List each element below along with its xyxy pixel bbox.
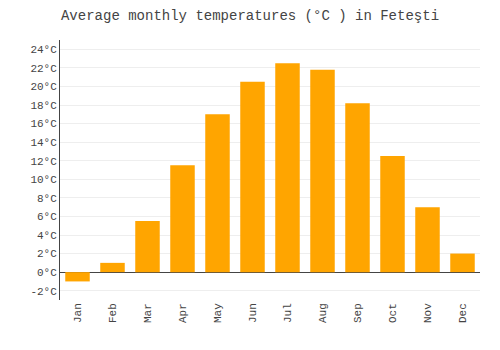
svg-text:22°C: 22°C [30,63,57,75]
svg-text:8°C: 8°C [37,193,57,205]
svg-text:12°C: 12°C [30,156,57,168]
svg-text:2°C: 2°C [37,248,57,260]
svg-text:Sep: Sep [352,303,364,323]
svg-text:Jun: Jun [247,303,259,323]
svg-text:-2°C: -2°C [30,286,57,298]
svg-text:24°C: 24°C [30,44,57,56]
svg-text:Jul: Jul [282,303,294,323]
svg-text:0°C: 0°C [37,267,57,279]
svg-text:Apr: Apr [177,303,189,323]
svg-text:20°C: 20°C [30,81,57,93]
svg-text:14°C: 14°C [30,137,57,149]
svg-text:Average monthly temperatures (: Average monthly temperatures (°C ) in Fe… [61,8,439,24]
svg-text:Dec: Dec [457,303,469,323]
svg-text:4°C: 4°C [37,230,57,242]
svg-text:Oct: Oct [387,303,399,323]
svg-text:Nov: Nov [422,303,434,323]
svg-text:Aug: Aug [317,303,329,323]
svg-text:May: May [212,303,224,323]
svg-text:Jan: Jan [72,303,84,323]
svg-text:Feb: Feb [107,303,119,323]
svg-text:10°C: 10°C [30,174,57,186]
svg-text:18°C: 18°C [30,100,57,112]
svg-text:16°C: 16°C [30,118,57,130]
svg-text:6°C: 6°C [37,211,57,223]
svg-text:Mar: Mar [142,303,154,323]
